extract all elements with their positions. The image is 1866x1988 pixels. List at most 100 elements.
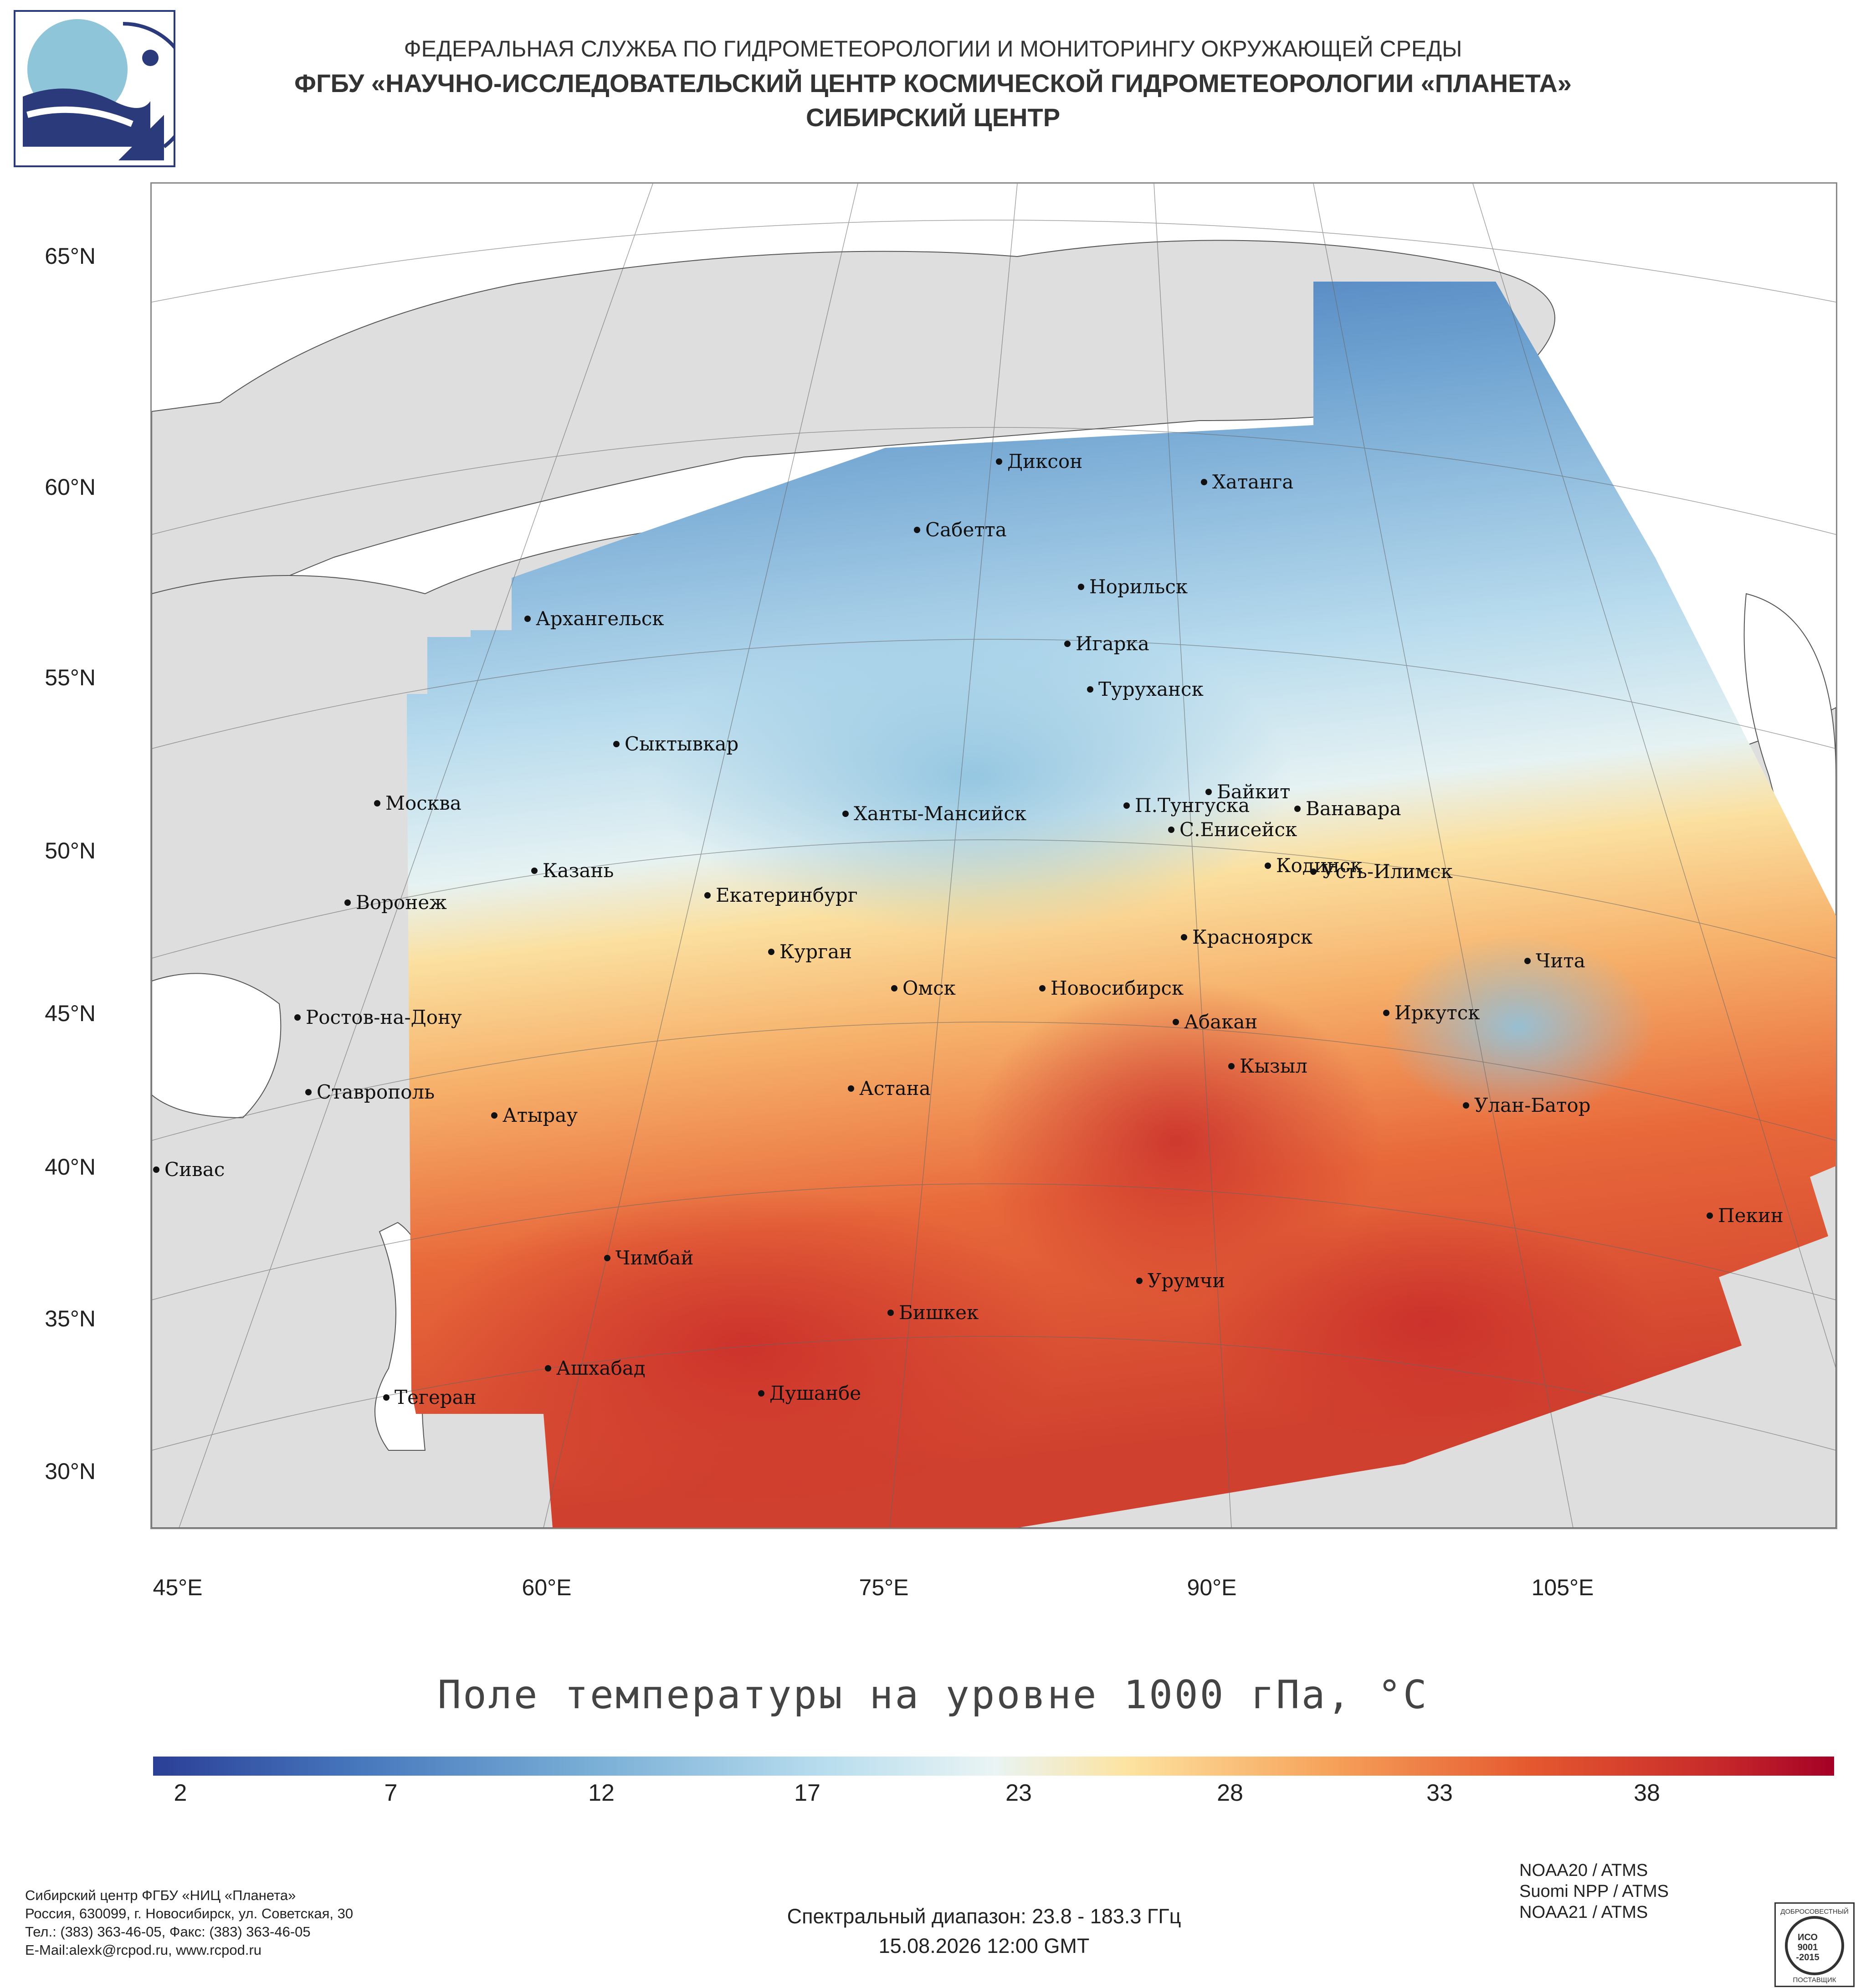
cert-bottom-text: ПОСТАВЩИК: [1793, 1976, 1836, 1984]
city-label: Урумчи: [1148, 1269, 1225, 1292]
city-marker: [1087, 686, 1093, 693]
colorbar-tick: 7: [384, 1780, 398, 1806]
city-label: Чимбай: [615, 1247, 693, 1269]
city-label: Иркутск: [1394, 1002, 1480, 1024]
lat-label-45: 45°N: [45, 1001, 96, 1026]
lat-label-30: 30°N: [45, 1459, 96, 1484]
cert-9001-text: 9001: [1798, 1942, 1818, 1952]
lat-label-40: 40°N: [45, 1154, 96, 1180]
sensor-item: Suomi NPP / ATMS: [1519, 1882, 1669, 1901]
colorbar-tick: 17: [794, 1780, 820, 1806]
city-label: Чита: [1536, 950, 1585, 972]
datetime: 15.08.2026 12:00 GMT: [878, 1934, 1090, 1957]
colorbar-tick: 33: [1426, 1780, 1453, 1806]
lat-label-65: 65°N: [45, 243, 96, 269]
city-label: Москва: [385, 792, 461, 814]
cert-iso-text: ИСО: [1798, 1932, 1818, 1942]
city-marker: [1039, 985, 1046, 991]
city-label: Сыктывкар: [625, 733, 738, 755]
colorbar-tick: 38: [1634, 1780, 1660, 1806]
city-marker: [1383, 1010, 1389, 1016]
org-phone: Тел.: (383) 363-46-05, Факс: (383) 363-4…: [25, 1924, 311, 1940]
city-label: Улан-Батор: [1474, 1094, 1591, 1116]
city-marker: [305, 1089, 312, 1095]
city-label: Атырау: [502, 1104, 578, 1126]
city-marker: [1064, 641, 1071, 647]
lat-label-50: 50°N: [45, 838, 96, 863]
city-label: Игарка: [1076, 632, 1149, 655]
city-marker: [604, 1255, 610, 1261]
city-label: Ростов-на-Дону: [306, 1006, 462, 1028]
city-marker: [914, 527, 920, 533]
city-marker: [1205, 789, 1212, 795]
city-label: Бишкек: [899, 1301, 979, 1324]
city-label: Ашхабад: [556, 1357, 646, 1379]
city-label: Диксон: [1007, 450, 1082, 473]
city-marker: [996, 458, 1002, 465]
city-marker: [758, 1390, 764, 1397]
city-marker: [1123, 802, 1130, 809]
city-label: Омск: [902, 977, 956, 999]
city-marker: [887, 1310, 894, 1316]
city-marker: [344, 899, 351, 906]
city-label: Хатанга: [1212, 471, 1293, 493]
city-marker: [1524, 958, 1531, 964]
lat-label-35: 35°N: [45, 1306, 96, 1331]
land-black-sea: [152, 973, 282, 1119]
city-marker: [1310, 868, 1317, 875]
city-marker: [704, 892, 711, 899]
city-marker: [848, 1085, 854, 1092]
colorbar-tick: 23: [1005, 1780, 1032, 1806]
city-marker: [1168, 827, 1174, 833]
city-marker: [294, 1014, 301, 1021]
cert-top-text: ДОБРОСОВЕСТНЫЙ: [1780, 1907, 1849, 1916]
city-marker: [1228, 1063, 1235, 1069]
org-info: Сибирский центр ФГБУ «НИЦ «Планета» Росс…: [25, 1886, 353, 1959]
city-marker: [1463, 1102, 1469, 1109]
iso-cert-badge: ДОБРОСОВЕСТНЫЙ ИСО 9001 -2015 ПОСТАВЩИК: [1774, 1902, 1855, 1987]
lat-label-60: 60°N: [45, 474, 96, 500]
spectral-range: Спектральный диапазон: 23.8 - 183.3 ГГц: [787, 1905, 1181, 1928]
colorbar: [153, 1757, 1834, 1776]
city-label: Сабетта: [925, 519, 1007, 541]
lon-label-75: 75°E: [859, 1575, 909, 1600]
lon-label-90: 90°E: [1187, 1575, 1237, 1600]
city-marker: [1078, 584, 1084, 590]
sensor-list: NOAA20 / ATMS Suomi NPP / ATMS NOAA21 / …: [1519, 1860, 1669, 1923]
city-label: Астана: [859, 1077, 931, 1099]
colorbar-tick: 12: [588, 1780, 615, 1806]
temperature-map: Диксон Хатанга Сабетта Архангельск Норильск И…: [150, 182, 1837, 1529]
city-marker: [1294, 806, 1301, 812]
city-label: Абакан: [1184, 1011, 1257, 1033]
city-marker: [768, 949, 774, 955]
city-marker: [524, 616, 531, 622]
colorbar-tick: 2: [174, 1780, 187, 1806]
city-label: Пекин: [1718, 1204, 1784, 1227]
org-email: E-Mail:alexk@rcpod.ru, www.rcpod.ru: [25, 1942, 262, 1958]
city-label: Ханты-Мансийск: [854, 802, 1026, 825]
city-label: Кодинск: [1276, 854, 1362, 877]
city-label: Ставрополь: [317, 1081, 435, 1103]
city-marker: [383, 1394, 390, 1401]
city-label: Усть-Илимск: [1322, 860, 1453, 883]
city-label: Курган: [779, 940, 852, 963]
header-center: СИБИРСКИЙ ЦЕНТР: [805, 103, 1061, 132]
city-marker: [613, 741, 620, 747]
city-marker: [153, 1166, 159, 1173]
header-institute: ФГБУ «НАУЧНО-ИССЛЕДОВАТЕЛЬСКИЙ ЦЕНТР КОС…: [294, 69, 1572, 98]
city-marker: [1181, 934, 1187, 940]
city-marker: [1136, 1278, 1143, 1284]
city-label: Сивас: [164, 1158, 225, 1181]
city-label: С.Енисейск: [1179, 818, 1297, 841]
city-label: Архангельск: [536, 607, 664, 630]
city-label: Новосибирск: [1051, 977, 1184, 999]
lon-label-60: 60°E: [522, 1575, 572, 1600]
city-label: Туруханск: [1098, 678, 1204, 700]
city-marker: [842, 811, 849, 817]
city-label: Норильск: [1089, 575, 1188, 598]
city-label: Екатеринбург: [716, 884, 858, 906]
city-marker: [374, 800, 380, 807]
city-label: Воронеж: [356, 891, 447, 914]
city-marker: [1201, 479, 1207, 485]
city-marker: [1707, 1212, 1713, 1219]
